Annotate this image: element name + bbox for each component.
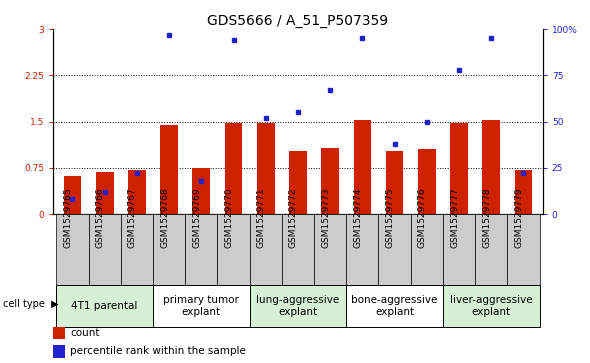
Text: GSM1529768: GSM1529768 [160,187,169,248]
Bar [443,285,540,327]
Title: GDS5666 / A_51_P507359: GDS5666 / A_51_P507359 [208,14,388,28]
Bar [128,170,146,214]
Bar [250,285,346,327]
Text: count: count [70,328,100,338]
Bar [514,170,532,214]
Text: GSM1529777: GSM1529777 [450,187,459,248]
Bar [418,150,435,214]
Text: GSM1529766: GSM1529766 [96,187,104,248]
Bar [185,214,217,285]
Text: primary tumor
explant: primary tumor explant [163,295,239,317]
Bar [314,214,346,285]
Text: percentile rank within the sample: percentile rank within the sample [70,346,246,356]
Text: GSM1529774: GSM1529774 [353,187,362,248]
Text: GSM1529767: GSM1529767 [128,187,137,248]
Bar [53,345,65,358]
Bar [282,214,314,285]
Text: lung-aggressive
explant: lung-aggressive explant [256,295,340,317]
Bar [289,151,307,214]
Text: 4T1 parental: 4T1 parental [71,301,138,311]
Bar [64,176,81,214]
Bar [153,285,250,327]
Text: GSM1529773: GSM1529773 [321,187,330,248]
Bar [443,214,475,285]
Bar [56,285,153,327]
Bar [121,214,153,285]
Text: GSM1529770: GSM1529770 [225,187,234,248]
Bar [225,123,242,214]
Bar [450,123,468,214]
Bar [192,168,210,214]
Bar [250,214,282,285]
Text: GSM1529776: GSM1529776 [418,187,427,248]
Bar [483,121,500,214]
Bar [475,214,507,285]
Text: GSM1529769: GSM1529769 [192,187,201,248]
Bar [411,214,443,285]
Bar [322,147,339,214]
Bar [507,214,540,285]
Bar [353,120,371,214]
Text: GSM1529771: GSM1529771 [257,187,266,248]
Bar [386,151,404,214]
Bar [379,214,411,285]
Bar [257,123,274,214]
Bar [346,285,443,327]
Bar [53,327,65,339]
Text: GSM1529778: GSM1529778 [482,187,491,248]
Text: GSM1529765: GSM1529765 [64,187,73,248]
Bar [88,214,121,285]
Text: GSM1529775: GSM1529775 [386,187,395,248]
Bar [160,125,178,214]
Text: cell type  ▶: cell type ▶ [3,299,58,309]
Text: liver-aggressive
explant: liver-aggressive explant [450,295,533,317]
Bar [153,214,185,285]
Bar [346,214,379,285]
Text: bone-aggressive
explant: bone-aggressive explant [352,295,438,317]
Text: GSM1529772: GSM1529772 [289,187,298,248]
Bar [96,172,113,214]
Text: GSM1529779: GSM1529779 [514,187,523,248]
Bar [217,214,250,285]
Bar [56,214,88,285]
